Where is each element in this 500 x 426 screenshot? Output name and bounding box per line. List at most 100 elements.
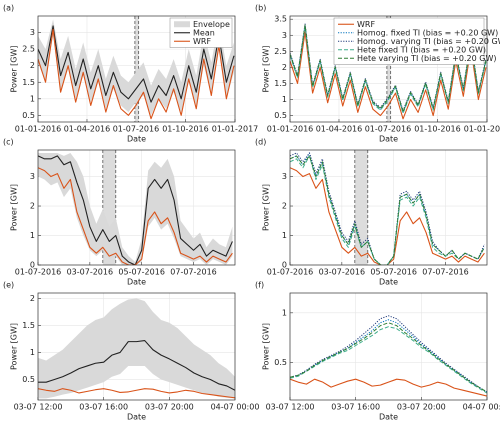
series-line (290, 378, 487, 397)
series-line (290, 326, 487, 394)
x-tick-label: 01-04-2016 (64, 125, 111, 134)
series-line (290, 155, 485, 265)
axes-frame (37, 15, 236, 123)
series-line (38, 155, 233, 265)
series-line (290, 152, 485, 265)
y-tick-label: 3 (30, 28, 35, 37)
legend-label: Hete varying TI (bias = +0.20 GW) (357, 54, 496, 63)
axes-frame (289, 149, 488, 266)
panel: 0.5 1 1.5 2 2.5 3 01-01-2016 01-04-2016 01-07-20… (3, 4, 258, 144)
plot-area (290, 315, 487, 397)
y-axis-label: Power [GW] (10, 184, 19, 231)
y-tick-label: 1 (30, 348, 35, 357)
plot-area (38, 298, 235, 399)
x-axis-label: Date (127, 413, 146, 422)
y-tick-label: 1 (30, 94, 35, 103)
x-tick-label: 03-07 16:00 (79, 403, 128, 412)
y-axis-label: Power [GW] (262, 323, 271, 370)
legend-swatch (174, 21, 190, 28)
panel: 0.5 1 1.5 2 03-07 12:00 03-07 16:00 03-07 20:0… (3, 281, 259, 422)
x-tick-label: 05-07-2016 (370, 268, 417, 277)
x-tick-label: 03-07 16:00 (331, 403, 380, 412)
x-tick-label: 03-07 20:00 (145, 403, 194, 412)
legend-label: Envelope (193, 20, 230, 29)
x-tick-label: 04-07 00:00 (463, 403, 500, 412)
y-tick-label: 2 (282, 63, 287, 72)
panel: 0 1 2 3 01-07-2016 03-07-2016 05-07-2016 07-07-… (255, 138, 488, 287)
x-tick-label: 01-07-2016 (365, 125, 412, 134)
series-line (38, 388, 235, 399)
x-tick-label: 01-07-2016 (267, 268, 314, 277)
y-tick-label: 1 (30, 231, 35, 240)
y-tick-label: 1 (282, 95, 287, 104)
envelope (38, 298, 235, 399)
x-tick-label: 07-07-2016 (170, 268, 217, 277)
x-tick-label: 01-01-2017 (212, 125, 259, 134)
series-line (290, 155, 485, 265)
series-line (38, 167, 233, 265)
legend-label: WRF (357, 20, 375, 29)
panel-label: (b) (255, 4, 266, 13)
series-line (38, 25, 235, 103)
highlight-span (134, 16, 139, 122)
panel-label: (d) (255, 138, 266, 147)
legend-box (333, 17, 485, 65)
panel: 0 1 2 3 01-07-2016 03-07-2016 05-07-2016 07-07-… (3, 138, 236, 287)
y-axis-label: Power [GW] (10, 45, 19, 92)
x-tick-label: 05-07-2016 (118, 268, 165, 277)
y-tick-label: 0.5 (22, 111, 35, 120)
panel-label: (a) (3, 4, 14, 13)
x-tick-label: 01-01-2016 (267, 125, 314, 134)
legend-label: Hete fixed TI (bias = +0.20 GW) (357, 45, 486, 54)
panel-label: (e) (3, 281, 14, 290)
x-tick-label: 01-10-2016 (162, 125, 209, 134)
series-line (290, 167, 485, 265)
series-line (38, 28, 235, 120)
y-tick-label: 0.5 (274, 358, 287, 367)
panel-label: (f) (255, 281, 264, 290)
y-tick-label: 2 (30, 202, 35, 211)
x-axis-label: Date (379, 413, 398, 422)
legend-label: Homog. fixed TI (bias = +0.20 GW) (357, 28, 498, 37)
series-line (290, 315, 487, 393)
x-tick-label: 07-07-2016 (422, 268, 469, 277)
y-tick-label: 1 (282, 308, 287, 317)
envelope (38, 19, 234, 116)
y-tick-label: 1.5 (22, 78, 35, 87)
y-tick-label: 3 (282, 31, 287, 40)
x-axis-label: Date (127, 278, 146, 287)
series-line (290, 31, 487, 120)
panel-label: (c) (3, 138, 14, 147)
x-tick-label: 01-01-2017 (464, 125, 500, 134)
y-tick-label: 2 (30, 294, 35, 303)
panel: 0.5 1 1.5 2 2.5 3 3.5 01-01-2016 01-04-2016 01-07… (255, 4, 500, 144)
plot-area (290, 23, 487, 120)
panel: 0.5 1 03-07 12:00 03-07 16:00 03-07 20:00 04-… (255, 281, 500, 422)
x-tick-label: 01-01-2016 (15, 125, 62, 134)
axes-frame (289, 292, 488, 401)
x-tick-label: 03-07-2016 (319, 268, 366, 277)
y-axis-label: Power [GW] (262, 45, 271, 92)
plot-area (290, 152, 485, 265)
y-tick-label: 2 (30, 61, 35, 70)
y-tick-label: 0 (282, 261, 287, 270)
x-tick-label: 01-07-2016 (15, 268, 62, 277)
highlight-span (386, 16, 391, 122)
y-tick-label: 1.5 (22, 321, 35, 330)
x-axis-label: Date (379, 135, 398, 144)
y-tick-label: 3 (30, 172, 35, 181)
axes-frame (37, 292, 236, 401)
y-tick-label: 3 (282, 172, 287, 181)
y-tick-label: 2 (282, 202, 287, 211)
y-tick-label: 0.5 (22, 375, 35, 384)
y-tick-label: 2.5 (22, 45, 35, 54)
y-tick-label: 0 (30, 261, 35, 270)
envelope (38, 152, 233, 265)
x-axis-label: Date (127, 135, 146, 144)
x-tick-label: 01-10-2016 (414, 125, 461, 134)
series-line (290, 322, 487, 393)
plot-area (38, 19, 235, 120)
y-axis-label: Power [GW] (262, 184, 271, 231)
axes-frame (289, 15, 488, 123)
legend-label: WRF (193, 37, 211, 46)
